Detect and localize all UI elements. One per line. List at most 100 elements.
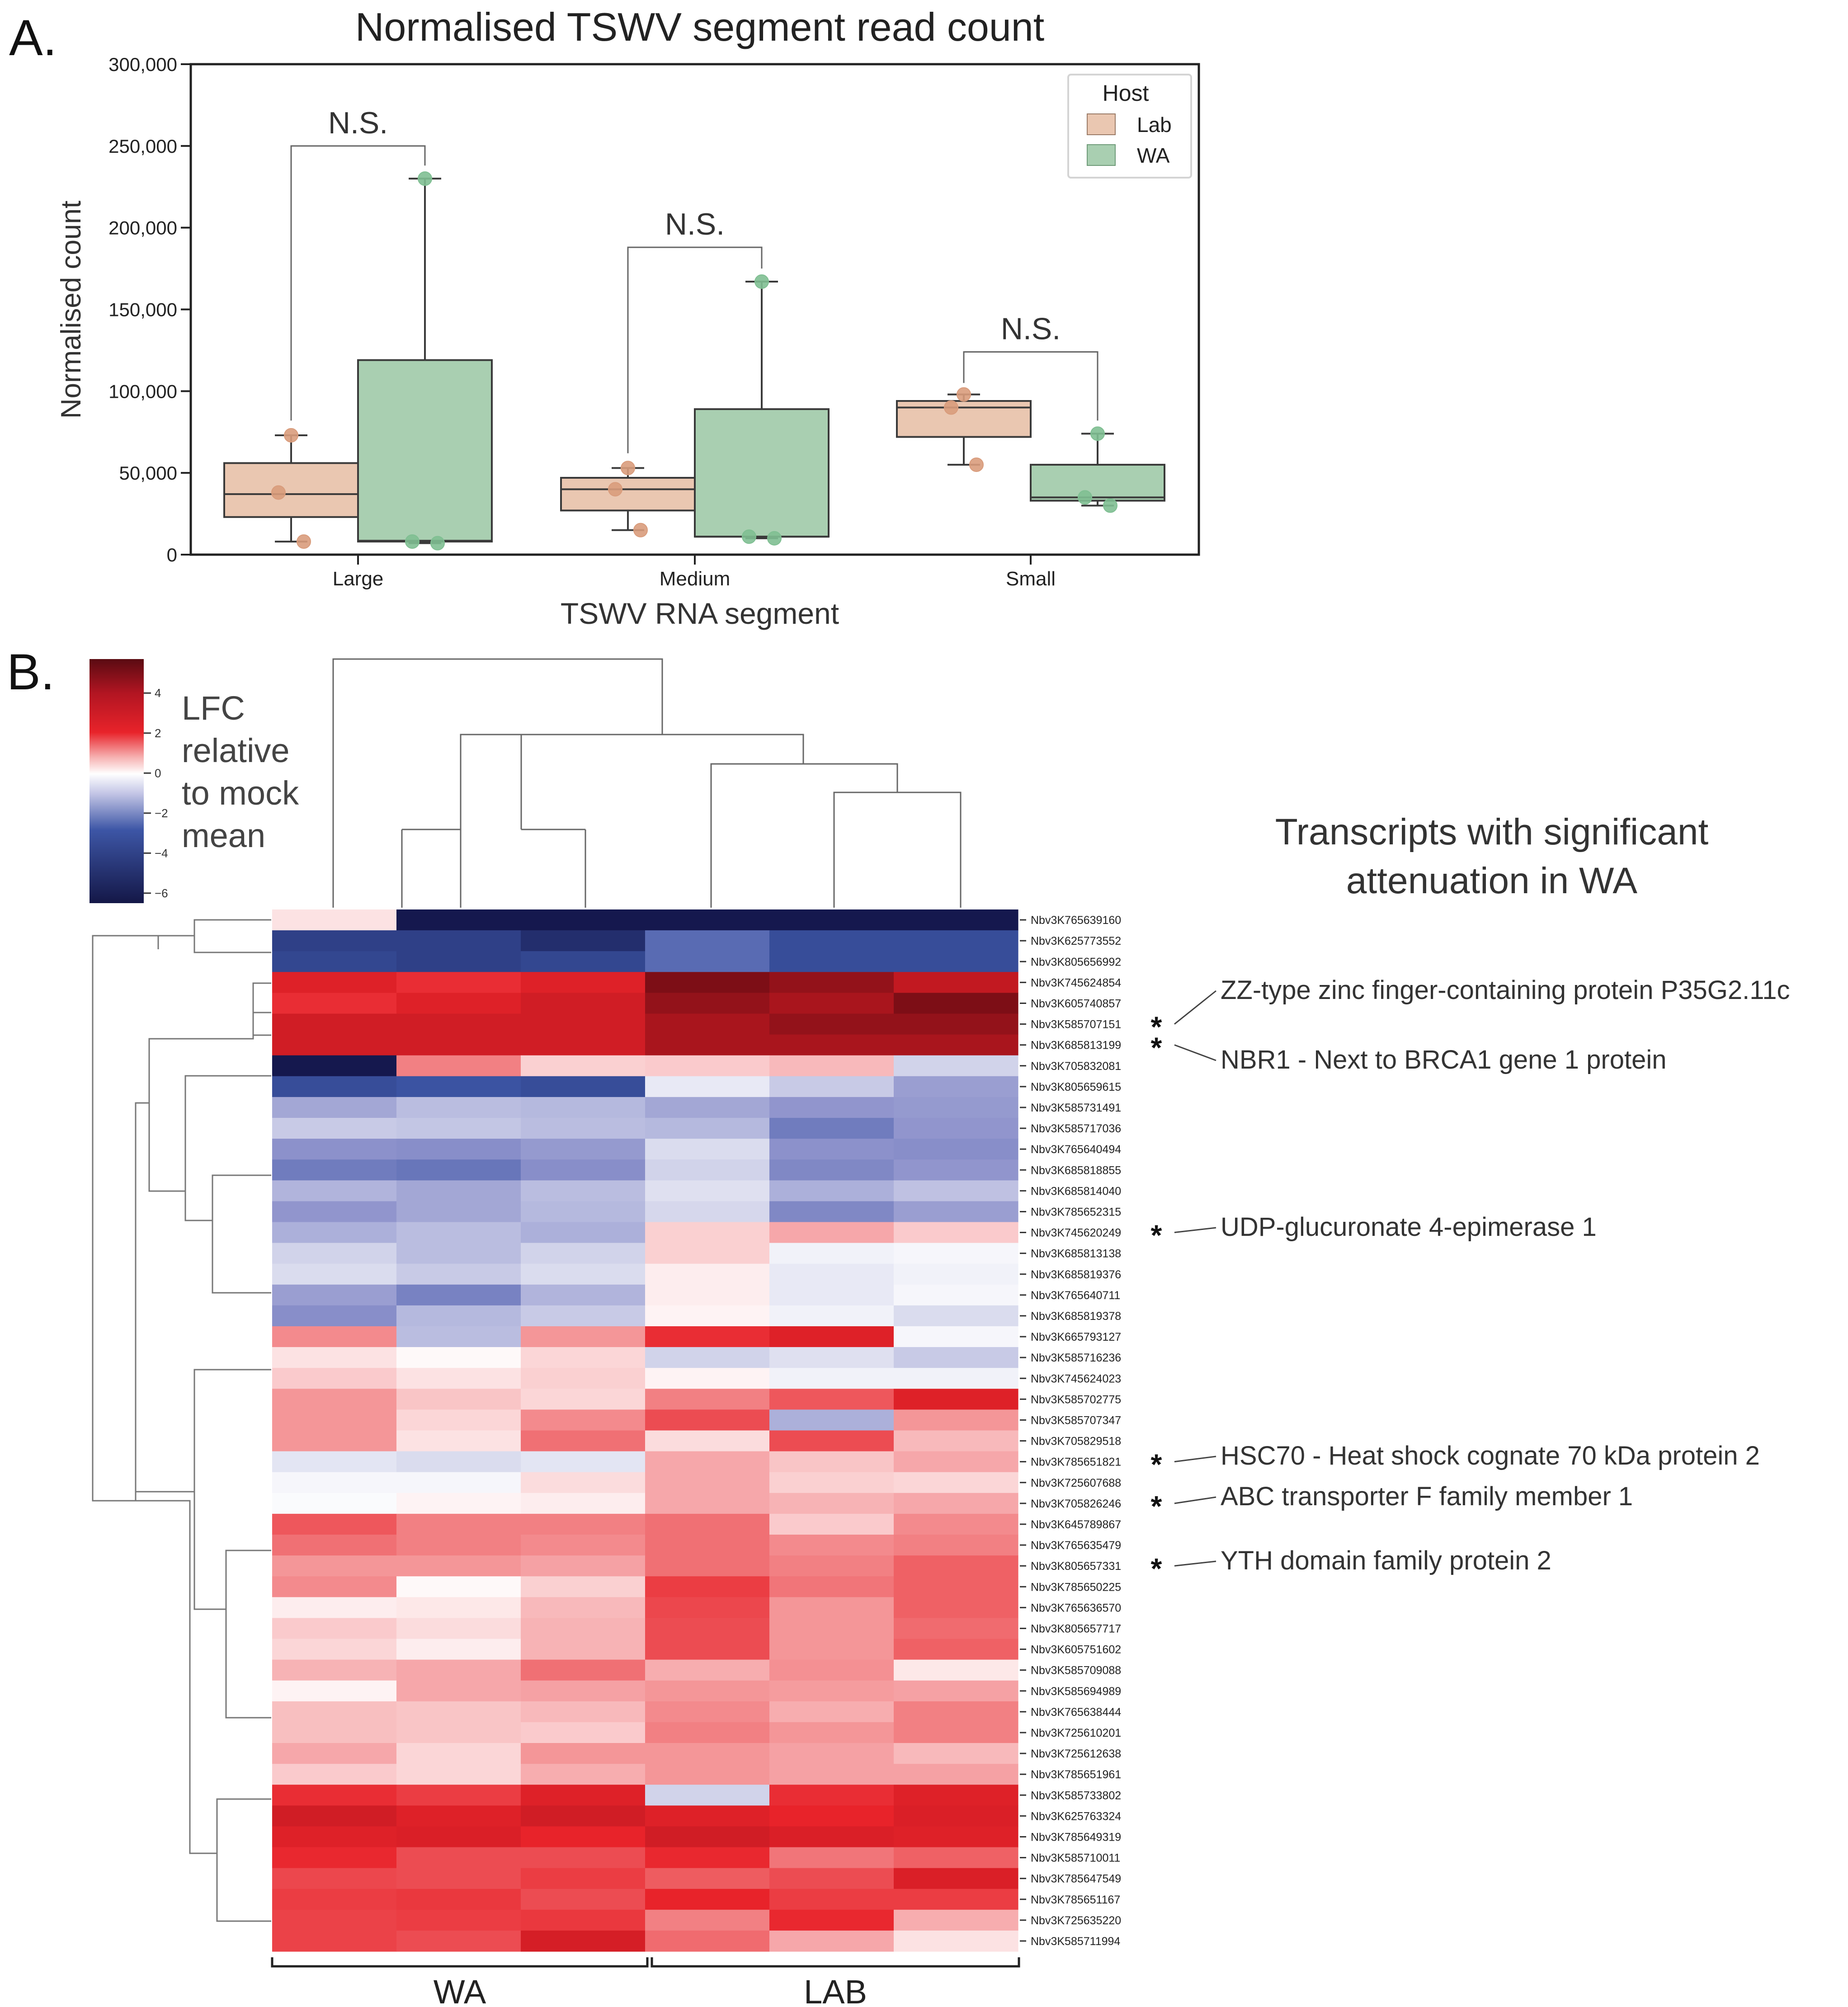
- heatmap-cell: [769, 1847, 894, 1869]
- row-label: Nbv3K585716236: [1031, 1352, 1121, 1364]
- column-dendrogram-link: [521, 734, 804, 764]
- heatmap-cell: [769, 1284, 894, 1306]
- heatmap-cell: [396, 1597, 521, 1618]
- heatmap-cell: [645, 1055, 770, 1077]
- legend: Host Lab WA: [1067, 74, 1192, 179]
- heatmap-cell: [521, 1118, 646, 1139]
- heatmap-cell: [645, 1618, 770, 1640]
- data-point-lab: [621, 461, 635, 476]
- heatmap-cell: [645, 1805, 770, 1827]
- box-wa: [1030, 464, 1165, 502]
- heatmap-cell: [521, 1389, 646, 1410]
- row-label: Nbv3K705829518: [1031, 1435, 1121, 1448]
- heatmap-cell: [396, 1805, 521, 1827]
- heatmap-cell: [894, 930, 1018, 952]
- heatmap-cell: [645, 1118, 770, 1139]
- heatmap-cell: [645, 1222, 770, 1244]
- colorbar-title-line: LFC: [182, 689, 245, 727]
- row-label: Nbv3K585717036: [1031, 1122, 1121, 1135]
- row-label: Nbv3K805657331: [1031, 1560, 1121, 1573]
- heatmap-cell: [645, 930, 770, 952]
- heatmap-cell: [521, 1409, 646, 1431]
- heatmap-cell: [396, 1055, 521, 1077]
- heatmap-cell: [521, 1451, 646, 1473]
- heatmap-cell: [521, 1618, 646, 1640]
- row-label: Nbv3K725612638: [1031, 1748, 1121, 1760]
- heatmap-cell: [521, 1805, 646, 1827]
- data-point-lab: [284, 428, 298, 443]
- row-label: Nbv3K585710011: [1031, 1852, 1120, 1865]
- heatmap-cell: [272, 1785, 397, 1806]
- heatmap-cell: [272, 1076, 397, 1098]
- heatmap-cell: [396, 1555, 521, 1577]
- row-dendrogram-link: [92, 1112, 137, 1502]
- heatmap-cell: [769, 1347, 894, 1368]
- row-label: Nbv3K805659615: [1031, 1081, 1121, 1093]
- heatmap-cell: [645, 1826, 770, 1848]
- legend-title: Host: [1103, 80, 1149, 106]
- heatmap-cell: [645, 1347, 770, 1368]
- heatmap-cell: [396, 1284, 521, 1306]
- row-dendrogram-link: [92, 919, 271, 1112]
- heatmap-cell: [521, 1639, 646, 1660]
- heatmap-cell: [396, 1472, 521, 1493]
- y-tick-label: 250,000: [108, 136, 177, 157]
- heatmap-cell: [894, 1139, 1018, 1160]
- heatmap-cell: [396, 909, 521, 931]
- heatmap-cell: [894, 1743, 1018, 1764]
- heatmap-cell: [645, 972, 770, 993]
- heatmap-cell: [396, 1389, 521, 1410]
- heatmap-cell: [894, 1430, 1018, 1452]
- chart-title: Normalised TSWV segment read count: [355, 5, 1044, 49]
- annotation-label: HSC70 - Heat shock cognate 70 kDa protei…: [1221, 1441, 1760, 1470]
- heatmap-cell: [645, 1743, 770, 1764]
- heatmap-cell: [894, 1201, 1018, 1223]
- heatmap-cell: [521, 1055, 646, 1077]
- heatmap-cell: [769, 1139, 894, 1160]
- heatmap-cell: [521, 1930, 646, 1952]
- heatmap-cell: [396, 1722, 521, 1743]
- heatmap-cell: [272, 1263, 397, 1285]
- heatmap-cell: [894, 1785, 1018, 1806]
- heatmap-cell: [645, 1764, 770, 1785]
- row-label: Nbv3K625763324: [1031, 1810, 1121, 1823]
- row-dendrogram-link: [136, 1500, 271, 1922]
- heatmap-cell: [894, 1368, 1018, 1389]
- heatmap-cell: [396, 1347, 521, 1368]
- colorbar-tick-label: −2: [155, 806, 168, 820]
- heatmap-cell: [396, 1243, 521, 1264]
- heatmap-cell: [272, 1055, 397, 1077]
- heatmap-cell: [645, 1472, 770, 1493]
- row-label: Nbv3K585731491: [1031, 1102, 1121, 1114]
- heatmap-cell: [396, 1847, 521, 1869]
- heatmap-cell: [894, 1889, 1018, 1910]
- heatmap-cell: [396, 972, 521, 993]
- heatmap-cell: [645, 1535, 770, 1556]
- heatmap-cell: [396, 1618, 521, 1640]
- heatmap-cell: [396, 1930, 521, 1952]
- data-point-lab: [608, 482, 622, 497]
- annotation-label: ZZ-type zinc finger-containing protein P…: [1221, 975, 1790, 1005]
- heatmap-cell: [645, 1701, 770, 1723]
- colorbar-tick-label: −4: [155, 846, 168, 860]
- heatmap-cell: [272, 1659, 397, 1681]
- heatmap-cell: [645, 951, 770, 972]
- heatmap-cell: [769, 1368, 894, 1389]
- heatmap-cell: [272, 1451, 397, 1473]
- heatmap-cell: [521, 1034, 646, 1056]
- heatmap-cell: [894, 1097, 1018, 1118]
- heatmap-cell: [894, 1284, 1018, 1306]
- heatmap-cell: [645, 1013, 770, 1035]
- heatmap-cell: [272, 1847, 397, 1869]
- heatmap-cell: [521, 1722, 646, 1743]
- column-dendrogram-link: [401, 829, 586, 908]
- heatmap-cell: [769, 1180, 894, 1201]
- heatmap-cell: [769, 1389, 894, 1410]
- y-tick-label: 300,000: [108, 54, 177, 75]
- colorbar-tick-label: 4: [155, 686, 161, 700]
- heatmap-cell: [645, 1576, 770, 1597]
- heatmap-cell: [272, 1722, 397, 1743]
- heatmap-cell: [645, 1513, 770, 1535]
- heatmap-cell: [894, 1389, 1018, 1410]
